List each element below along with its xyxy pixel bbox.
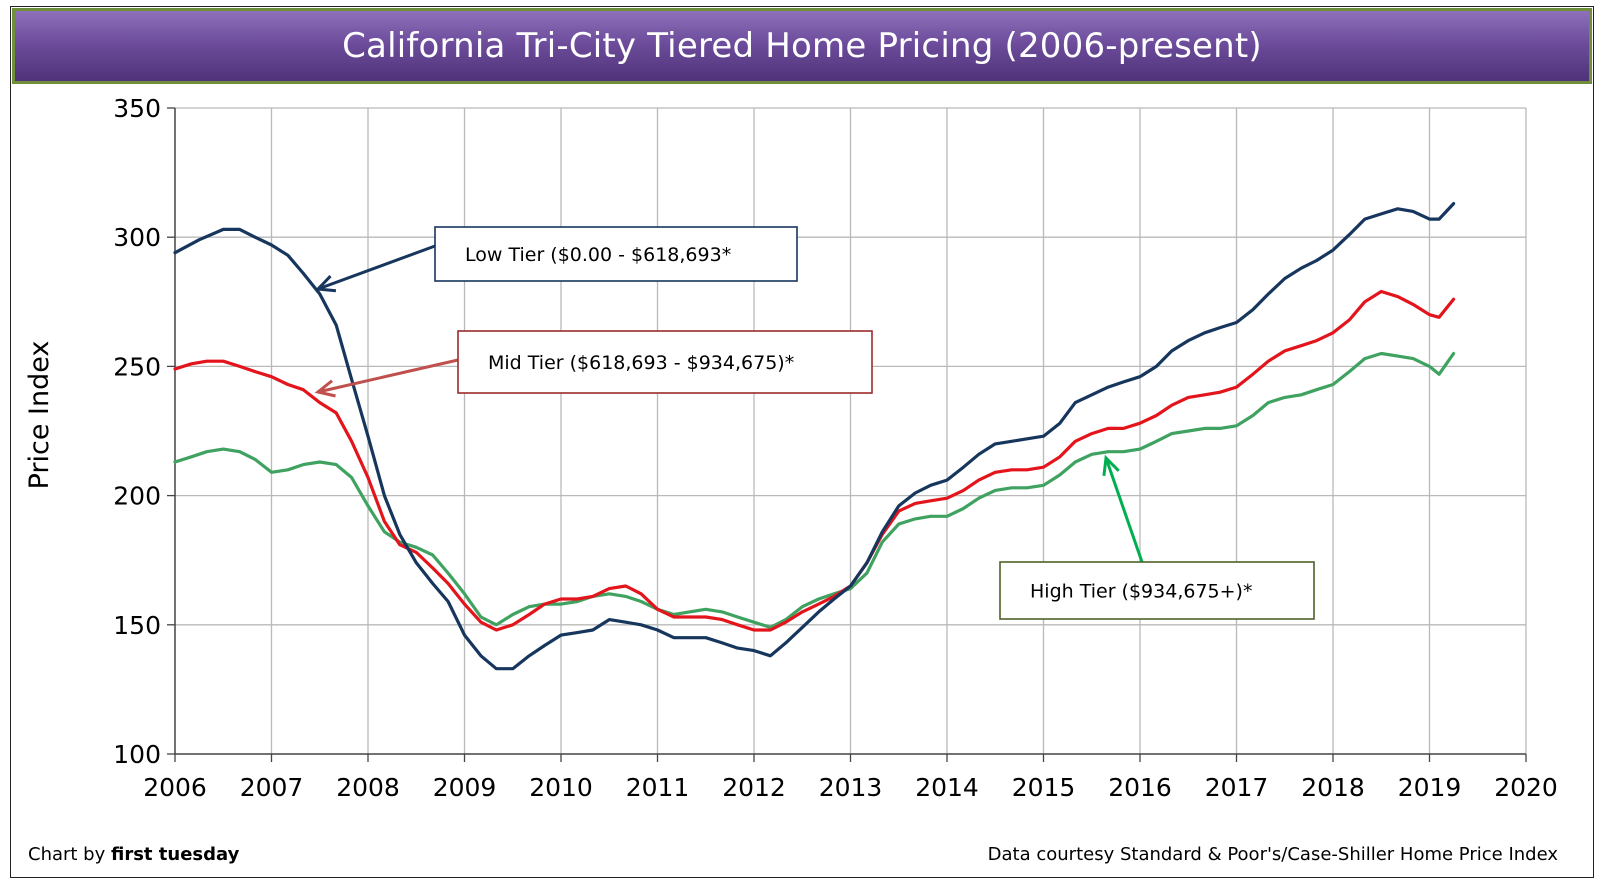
y-tick-label: 150 [113,611,161,640]
chart-credit-prefix: Chart by [28,844,111,865]
x-tick-label: 2015 [1012,773,1076,802]
y-axis-title: Price Index [24,341,55,490]
x-tick-label: 2013 [819,773,883,802]
series-line-high-tier [173,351,1456,629]
annotation-box [434,226,798,282]
x-tick-label: 2020 [1494,773,1558,802]
annotation-arrow [317,358,459,394]
annotation-mid-tier: Mid Tier ($618,693 - $934,675)* [314,330,873,398]
annotation-arrowhead [1102,454,1120,477]
annotation-high-tier: High Tier ($934,675+)* [999,454,1315,620]
annotation-label: Low Tier ($0.00 - $618,693* [465,244,731,266]
chart-title: California Tri-City Tiered Home Pricing … [342,26,1262,66]
x-tick-label: 2009 [433,773,497,802]
data-source: Data courtesy Standard & Poor's/Case-Shi… [988,844,1559,865]
x-tick-label: 2008 [336,773,400,802]
x-tick-label: 2018 [1301,773,1365,802]
x-tick-label: 2014 [915,773,979,802]
annotation-box [457,330,873,394]
chart-frame [10,6,1594,878]
axes: 100 150 200 250 300 350 2006 2007 2008 2009 2010 20… [113,94,1558,802]
x-tick-label: 2012 [722,773,786,802]
annotations: Low Tier ($0.00 - $618,693* Mid Tier ($61… [314,226,1315,620]
annotation-label: High Tier ($934,675+)* [1030,581,1252,603]
x-tick-label: 2006 [143,773,207,802]
x-tick-label: 2010 [529,773,593,802]
chart-credit: Chart by first tuesday [28,844,240,865]
x-tick-label: 2016 [1108,773,1172,802]
chart-credit-name: first tuesday [111,844,240,865]
annotation-arrowhead [314,379,336,398]
gridlines [175,107,1527,754]
y-tick-label: 350 [113,94,161,123]
annotation-box [999,561,1315,620]
y-tick-label: 200 [113,482,161,511]
x-tick-label: 2017 [1205,773,1269,802]
annotation-arrowhead [314,275,337,293]
x-tick-label: 2011 [626,773,690,802]
series-line-mid-tier [173,289,1456,632]
annotation-arrow [317,244,436,291]
annotation-label: Mid Tier ($618,693 - $934,675)* [488,352,794,374]
series-line-low-tier [173,202,1456,671]
x-tick-label: 2007 [240,773,304,802]
series-lines [173,202,1456,671]
y-tick-label: 300 [113,223,161,252]
annotation-arrow [1104,457,1144,563]
title-bar: California Tri-City Tiered Home Pricing … [12,8,1592,84]
x-tick-label: 2019 [1398,773,1462,802]
y-tick-label: 250 [113,352,161,381]
y-tick-label: 100 [113,740,161,769]
annotation-low-tier: Low Tier ($0.00 - $618,693* [314,226,798,293]
